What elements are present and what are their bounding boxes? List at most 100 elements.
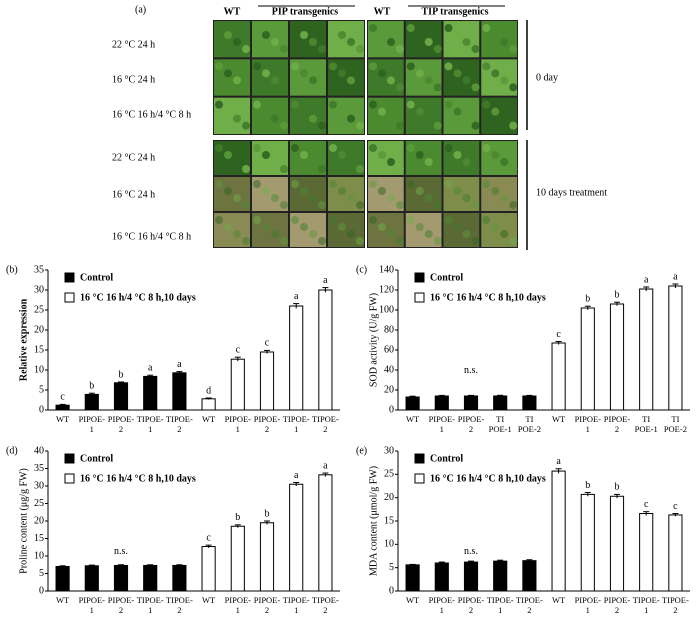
y-tick-label: 15 <box>384 515 394 526</box>
x-tick-label: WT <box>55 414 70 424</box>
photo-leaf <box>424 158 433 166</box>
photo-leaf <box>242 45 250 53</box>
y-tick-label: 80 <box>384 324 394 335</box>
significance-letter: c <box>556 329 561 340</box>
photo-leaf <box>509 237 518 245</box>
photo-leaf <box>253 100 261 109</box>
photo-leaf <box>433 237 442 245</box>
photo-leaf <box>300 151 308 159</box>
legend-label: Control <box>80 272 113 283</box>
photo-leaf <box>444 144 453 152</box>
photo-leaf <box>509 165 518 173</box>
bar <box>609 303 625 411</box>
legend-swatch <box>64 473 75 484</box>
photo-leaf <box>347 114 355 123</box>
x-tick-label: PIPOE- 2 <box>603 595 631 615</box>
photo-leaf <box>224 69 232 78</box>
y-tick-label: 30 <box>34 480 44 491</box>
significance-letter: c <box>673 501 678 512</box>
photo-leaf <box>462 114 471 123</box>
x-tick-label: TI POE-1 <box>488 414 512 434</box>
photo-leaf <box>424 38 433 46</box>
legend-swatch <box>414 272 425 283</box>
y-tick-label: 140 <box>379 264 394 275</box>
photo-leaf <box>491 151 500 159</box>
significance-letter: b <box>235 512 240 523</box>
photo-leaf <box>233 230 241 238</box>
significance-letter: c <box>206 532 211 543</box>
bar <box>318 474 333 592</box>
photo-leaf <box>318 45 326 53</box>
panel-label: (e) <box>356 445 367 456</box>
y-tick-label: 5 <box>389 562 394 573</box>
photo-leaf <box>338 31 346 39</box>
photo-leaf <box>509 83 518 92</box>
y-tick-label: 20 <box>384 492 394 503</box>
photo-leaf <box>509 201 518 209</box>
photo-leaf <box>309 114 317 123</box>
photo-leaf <box>500 158 509 166</box>
photo-leaf <box>215 216 223 224</box>
photo-leaf <box>471 237 480 245</box>
bar <box>493 560 508 592</box>
y-tick-label: 60 <box>384 344 394 355</box>
y-tick-label: 40 <box>384 364 394 375</box>
photo-leaf <box>453 69 462 78</box>
y-tick-label: 120 <box>379 284 394 295</box>
bar <box>522 395 537 411</box>
photo-leaf <box>471 121 480 130</box>
panel-label: (b) <box>6 264 18 275</box>
photo-leaf <box>500 76 509 85</box>
y-tick-label: 25 <box>34 304 44 315</box>
photo-leaf <box>280 165 288 173</box>
significance-letter: a <box>556 456 561 467</box>
x-tick-label: PIPOE- 1 <box>574 414 602 434</box>
photo-leaf <box>482 62 491 71</box>
y-tick-label: 25 <box>384 469 394 480</box>
photo-leaf <box>242 121 250 130</box>
photo-leaf <box>309 158 317 166</box>
photo-leaf <box>215 100 223 109</box>
significance-letter: a <box>673 271 678 282</box>
photo-leaf <box>300 223 308 231</box>
bar <box>463 561 479 592</box>
x-tick-label: TIPOE- 2 <box>311 595 339 615</box>
photo-leaf <box>491 223 500 231</box>
x-tick-label: PIPOE- 1 <box>428 595 456 615</box>
photo-leaf <box>347 230 355 238</box>
photo-leaf <box>424 230 433 238</box>
photo-leaf <box>396 83 404 92</box>
photo-leaf <box>280 121 288 130</box>
x-tick-label: TIPOE- 1 <box>632 595 660 615</box>
x-tick-label: TIPOE- 1 <box>486 595 514 615</box>
photo-leaf <box>482 180 491 188</box>
bar <box>113 382 129 411</box>
photo-leaf <box>491 31 500 39</box>
photo-leaf <box>291 144 299 152</box>
photo-leaf <box>271 158 279 166</box>
photo-leaf <box>424 76 433 85</box>
photo-leaf <box>369 62 377 71</box>
legend-label: 16 °C 16 h/4 °C 8 h,10 days <box>430 292 546 303</box>
legend-swatch <box>414 453 425 464</box>
row-label: 16 °C 24 h <box>112 189 155 200</box>
photo-leaf <box>462 76 471 85</box>
row-label: 22 °C 24 h <box>112 39 155 50</box>
photo-leaf <box>491 187 500 195</box>
photo-leaf <box>500 114 509 123</box>
x-tick-label: PIPOE- 1 <box>574 595 602 615</box>
bar <box>522 560 537 592</box>
significance-letter: c <box>60 392 65 403</box>
photo-leaf <box>224 31 232 39</box>
photo-leaf <box>356 45 364 53</box>
photo-leaf <box>262 107 270 116</box>
photo-leaf <box>329 62 337 71</box>
y-tick-label: 10 <box>34 364 44 375</box>
photo-leaf <box>415 223 424 231</box>
legend-label: 16 °C 16 h/4 °C 8 h,10 days <box>80 292 196 303</box>
y-tick-label: 0 <box>389 585 394 596</box>
photo-leaf <box>471 45 480 53</box>
photo-leaf <box>356 83 364 92</box>
bar <box>201 398 216 411</box>
legend-swatch <box>64 272 75 283</box>
